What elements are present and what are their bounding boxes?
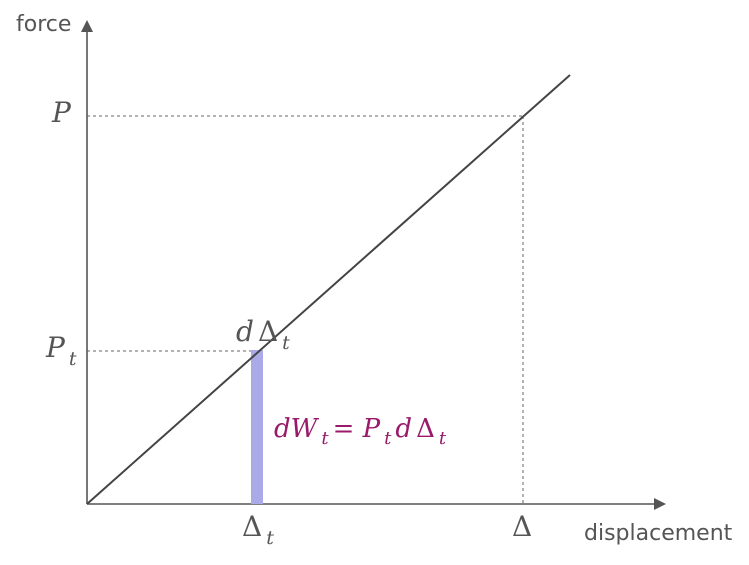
work-equation: dW t = P t d Δ t	[274, 414, 447, 449]
label-delta-t: Δ t	[242, 510, 274, 549]
y-axis-label: force	[16, 12, 71, 37]
label-delta: Δ	[512, 510, 532, 543]
label-d-delta-t: d Δ t	[236, 315, 290, 354]
work-increment-strip	[251, 350, 263, 504]
label-pt: P t	[45, 331, 77, 370]
load-displacement-line	[86, 74, 571, 505]
x-axis-label: displacement	[584, 521, 733, 546]
label-p: P	[51, 96, 72, 129]
